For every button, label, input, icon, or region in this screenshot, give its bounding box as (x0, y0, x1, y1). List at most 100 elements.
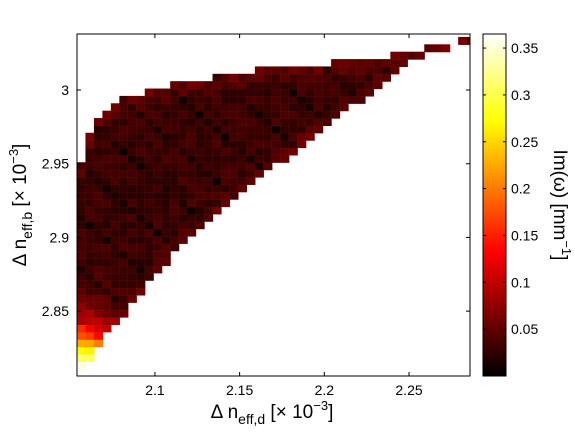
heatmap-cell (288, 66, 299, 75)
heatmap-cell (93, 324, 104, 333)
heatmap-cell (364, 58, 375, 68)
heatmap-cell (246, 169, 256, 178)
heatmap-cell (169, 154, 180, 164)
heatmap-cell (110, 279, 121, 289)
heatmap-cell (77, 324, 87, 333)
heatmap-cell (136, 132, 146, 141)
heatmap-cell (254, 73, 265, 82)
heatmap-cell (212, 206, 222, 215)
heatmap-cell (102, 235, 112, 245)
heatmap-cell (144, 110, 155, 119)
heatmap-cell (305, 66, 315, 75)
heatmap-cell (186, 154, 197, 164)
heatmap-cell (229, 95, 239, 105)
heatmap-cell (381, 58, 392, 68)
heatmap-cell (127, 287, 138, 296)
heatmap-cell (186, 162, 197, 171)
heatmap-cell (77, 361, 87, 370)
heatmap-cell (102, 117, 112, 127)
heatmap-cell (195, 191, 205, 200)
heatmap-cell (246, 73, 256, 82)
heatmap-cell (203, 206, 214, 215)
x-tick-label: 2.2 (315, 382, 335, 398)
heatmap-cell (144, 250, 155, 259)
heatmap-cell (322, 66, 332, 75)
heatmap-cell (347, 80, 358, 90)
heatmap-cell (77, 250, 87, 259)
heatmap-cell (246, 88, 256, 97)
heatmap-cell (212, 169, 222, 178)
heatmap-cell (127, 132, 138, 141)
heatmap-cell (119, 162, 129, 171)
heatmap-cell (110, 235, 121, 245)
heatmap-cell (271, 88, 282, 97)
heatmap-cell (161, 228, 171, 237)
heatmap-cell (237, 132, 248, 141)
heatmap-cell (169, 80, 180, 90)
heatmap-cell (178, 103, 188, 112)
y-axis-label: Δ neff,b [× 10−3] (6, 144, 35, 267)
heatmap-cell (203, 162, 214, 171)
heatmap-cell (85, 228, 95, 237)
heatmap-cell (457, 36, 468, 46)
heatmap-cell (93, 191, 104, 200)
heatmap-cell (195, 176, 205, 186)
heatmap-cell (153, 147, 163, 156)
heatmap-cell (169, 213, 180, 223)
heatmap-cell (339, 88, 349, 97)
heatmap-cell (169, 184, 180, 193)
heatmap-cell (136, 139, 146, 149)
heatmap-cell (220, 88, 231, 97)
heatmap-cell (77, 272, 87, 281)
heatmap-cell (229, 80, 239, 90)
heatmap-cell (254, 147, 265, 156)
heatmap-cell (195, 147, 205, 156)
heatmap-cell (178, 184, 188, 193)
heatmap-cell (161, 117, 171, 127)
heatmap-cell (305, 132, 315, 141)
heatmap-cells (77, 36, 470, 370)
heatmap-cell (212, 184, 222, 193)
heatmap-cell (161, 213, 171, 223)
heatmap-cell (237, 117, 248, 127)
heatmap-cell (136, 235, 146, 245)
heatmap-cell (153, 169, 163, 178)
y-tick-label: 2.85 (42, 303, 69, 319)
heatmap-cell (136, 191, 146, 200)
colorbar-tick-label: 0.35 (511, 40, 538, 56)
heatmap-cell (85, 243, 95, 252)
heatmap-cell (102, 191, 112, 200)
heatmap-cell (330, 66, 341, 75)
heatmap-cell (93, 198, 104, 208)
heatmap-cell (288, 103, 299, 112)
heatmap-cell (203, 198, 214, 208)
heatmap-cell (220, 191, 231, 200)
heatmap-cell (203, 184, 214, 193)
heatmap-cell (169, 243, 180, 252)
heatmap-cell (407, 51, 417, 60)
y-tick-label: 2.95 (42, 156, 69, 172)
heatmap-cell (102, 184, 112, 193)
heatmap-cell (119, 265, 129, 274)
heatmap-cell (93, 331, 104, 340)
heatmap-cell (254, 117, 265, 127)
heatmap-cell (229, 162, 239, 171)
heatmap-cell (77, 302, 87, 311)
heatmap-cell (85, 279, 95, 289)
heatmap-cell (119, 250, 129, 259)
heatmap-cell (77, 331, 87, 340)
heatmap-cell (220, 198, 231, 208)
heatmap-cell (220, 103, 231, 112)
heatmap-cell (110, 272, 121, 281)
heatmap-cell (127, 95, 138, 105)
heatmap-cell (144, 95, 155, 105)
heatmap-cell (136, 279, 146, 289)
heatmap-cell (297, 132, 307, 141)
heatmap-cell (110, 206, 121, 215)
heatmap-cell (85, 316, 95, 326)
heatmap-cell (153, 117, 163, 127)
heatmap-cell (373, 80, 383, 90)
heatmap-cell (119, 294, 129, 304)
heatmap-cell (347, 73, 358, 82)
heatmap-cell (322, 73, 332, 82)
